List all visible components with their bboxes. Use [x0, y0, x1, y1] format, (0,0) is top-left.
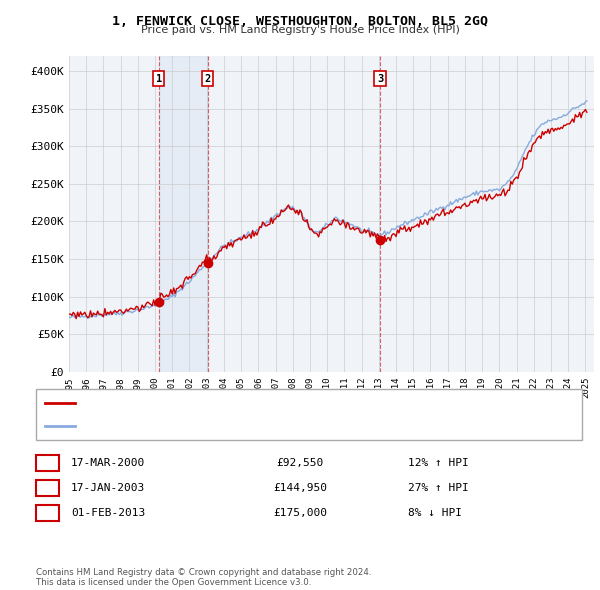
Text: 2: 2 [205, 74, 211, 84]
Text: £92,550: £92,550 [277, 458, 323, 468]
Text: 2: 2 [44, 483, 51, 493]
Text: 27% ↑ HPI: 27% ↑ HPI [408, 483, 469, 493]
Text: 8% ↓ HPI: 8% ↓ HPI [408, 508, 462, 517]
Text: 1, FENWICK CLOSE, WESTHOUGHTON, BOLTON, BL5 2GQ (detached house): 1, FENWICK CLOSE, WESTHOUGHTON, BOLTON, … [81, 398, 481, 408]
Text: Contains HM Land Registry data © Crown copyright and database right 2024.
This d: Contains HM Land Registry data © Crown c… [36, 568, 371, 587]
Text: £175,000: £175,000 [273, 508, 327, 517]
Text: 17-MAR-2000: 17-MAR-2000 [71, 458, 145, 468]
Text: 3: 3 [377, 74, 383, 84]
Bar [158, 56, 208, 372]
Text: 3: 3 [44, 508, 51, 517]
Text: 01-FEB-2013: 01-FEB-2013 [71, 508, 145, 517]
Text: 1: 1 [155, 74, 162, 84]
Text: HPI: Average price, detached house, Bolton: HPI: Average price, detached house, Bolt… [81, 421, 343, 431]
Text: £144,950: £144,950 [273, 483, 327, 493]
Text: 1: 1 [44, 458, 51, 468]
Text: Price paid vs. HM Land Registry's House Price Index (HPI): Price paid vs. HM Land Registry's House … [140, 25, 460, 35]
Text: 1, FENWICK CLOSE, WESTHOUGHTON, BOLTON, BL5 2GQ: 1, FENWICK CLOSE, WESTHOUGHTON, BOLTON, … [112, 15, 488, 28]
Text: 12% ↑ HPI: 12% ↑ HPI [408, 458, 469, 468]
Text: 17-JAN-2003: 17-JAN-2003 [71, 483, 145, 493]
